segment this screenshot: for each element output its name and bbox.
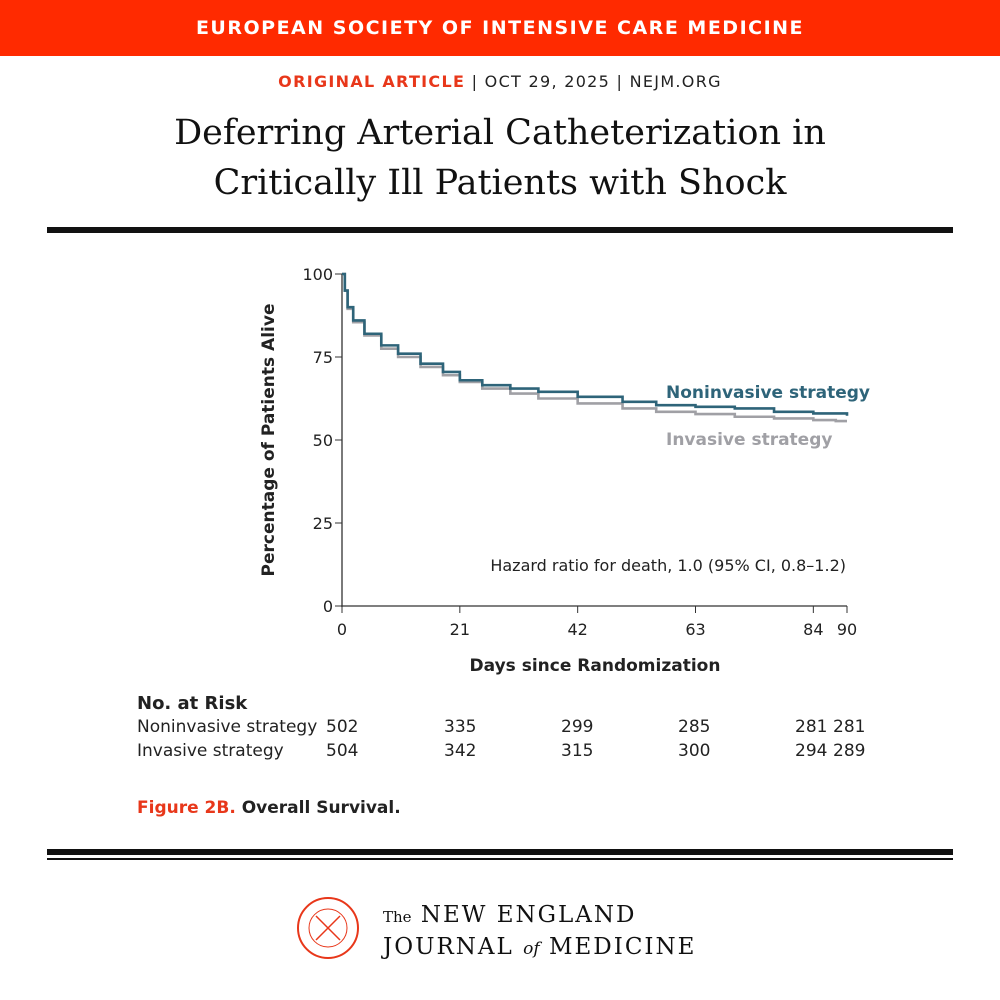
risk-count: 300 (678, 741, 711, 761)
legend-noninvasive: Noninvasive strategy (666, 383, 870, 403)
article-site: NEJM.ORG (629, 72, 722, 91)
risk-count: 285 (678, 717, 711, 737)
title-line-2: Critically Ill Patients with Shock (213, 163, 787, 203)
survival-curve-invasive (342, 272, 847, 423)
top-rule (47, 227, 953, 233)
article-date: OCT 29, 2025 (484, 72, 611, 91)
logo-the: The (383, 908, 412, 926)
risk-count: 294 (795, 741, 828, 761)
logo-journal: JOURNAL (383, 934, 514, 960)
x-axis-label: Days since Randomization (470, 656, 721, 676)
bottom-rule-1 (47, 849, 953, 855)
risk-row-label: Noninvasive strategy (137, 717, 318, 737)
article-meta: ORIGINAL ARTICLE | OCT 29, 2025 | NEJM.O… (278, 72, 722, 91)
risk-count: 342 (444, 741, 477, 761)
risk-count: 335 (444, 717, 477, 737)
risk-count: 289 (833, 741, 866, 761)
risk-row-label: Invasive strategy (137, 741, 284, 761)
banner: EUROPEAN SOCIETY OF INTENSIVE CARE MEDIC… (0, 0, 1000, 56)
y-tick-label: 25 (313, 514, 333, 533)
logo-line-1: NEW ENGLAND (420, 902, 637, 928)
risk-count: 502 (326, 717, 359, 737)
y-tick-label: 75 (313, 348, 333, 367)
legend-invasive: Invasive strategy (666, 430, 832, 450)
x-tick-label: 0 (337, 620, 347, 639)
figure-caption: Figure 2B. Overall Survival. (137, 798, 401, 818)
y-tick-label: 0 (323, 597, 333, 616)
figure-number: Figure 2B. (137, 798, 236, 818)
article-type: ORIGINAL ARTICLE (278, 72, 466, 91)
logo-medicine: MEDICINE (548, 934, 697, 960)
bottom-rule-2 (47, 858, 953, 860)
hazard-ratio-annotation: Hazard ratio for death, 1.0 (95% CI, 0.8… (490, 556, 846, 575)
y-tick-label: 50 (313, 431, 333, 450)
risk-count: 281 (795, 717, 828, 737)
risk-count: 281 (833, 717, 866, 737)
title-line-1: Deferring Arterial Catheterization in (174, 113, 826, 153)
x-tick-label: 63 (685, 620, 705, 639)
risk-heading: No. at Risk (137, 693, 248, 714)
page-title: Deferring Arterial Catheterization in Cri… (0, 108, 1000, 208)
x-tick-label: 90 (837, 620, 857, 639)
risk-count: 504 (326, 741, 359, 761)
figure-title: Overall Survival. (241, 798, 401, 818)
y-axis-label: Percentage of Patients Alive (259, 304, 279, 577)
x-tick-label: 84 (803, 620, 823, 639)
x-tick-label: 42 (567, 620, 587, 639)
nejm-logo: The NEW ENGLAND JOURNAL of MEDICINE (383, 900, 696, 964)
y-tick-label: 100 (302, 265, 333, 284)
x-tick-label: 21 (450, 620, 470, 639)
risk-count: 299 (561, 717, 594, 737)
survival-chart: 0 25 50 75 100 0 21 42 63 84 90 Percentage of Pati… (259, 265, 870, 676)
logo-of: of (523, 939, 540, 959)
risk-count: 315 (561, 741, 594, 761)
survival-curve-noninvasive (342, 272, 849, 416)
